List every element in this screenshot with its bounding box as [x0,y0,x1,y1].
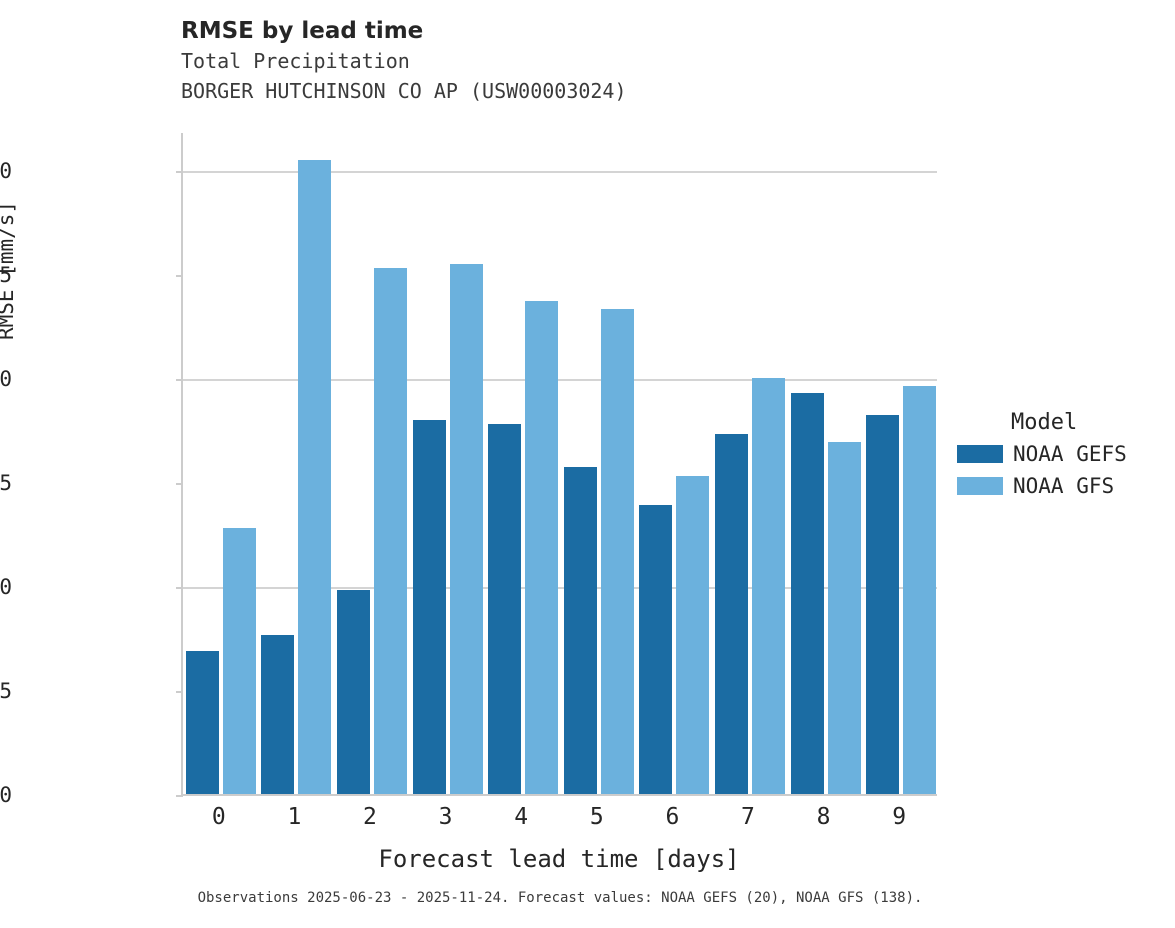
bar-group [561,133,637,794]
bar-group [485,133,561,794]
bar-noaa-gfs-day-3[interactable] [449,263,483,794]
x-axis-tick-label: 4 [514,804,529,830]
bar-noaa-gefs-day-3[interactable] [412,419,446,794]
x-axis-label: Forecast lead time [days] [378,845,740,873]
x-axis-tick-label: 1 [287,804,302,830]
x-axis-tick-label: 9 [892,804,907,830]
bar-noaa-gefs-day-6[interactable] [639,504,673,794]
y-axis-tick [176,379,183,381]
bar-group [863,133,939,794]
bars-layer [183,133,937,794]
y-axis-tick-label: 0.00000 [0,783,12,807]
bar-group [183,133,259,794]
bar-noaa-gefs-day-8[interactable] [790,392,824,794]
title-block: RMSE by lead time Total Precipitation BO… [181,16,981,106]
x-axis-tick-label: 3 [438,804,453,830]
gridline [183,587,937,589]
bar-noaa-gfs-day-8[interactable] [827,442,861,794]
x-axis-tick-label: 7 [741,804,755,830]
bar-group [259,133,335,794]
y-axis-tick-label: 0.00015 [0,471,12,495]
legend-item-label: NOAA GEFS [1013,442,1127,466]
y-axis-tick-label: 0.00020 [0,367,12,391]
footer-note: Observations 2025-06-23 - 2025-11-24. Fo… [197,890,923,906]
bar-group [637,133,713,794]
x-axis-tick-label: 6 [665,804,680,830]
bar-group [410,133,486,794]
x-axis-tick-label: 5 [589,804,604,830]
legend: Model NOAA GEFS NOAA GFS [957,408,1172,502]
bar-group [788,133,864,794]
legend-swatch-icon [957,477,1003,495]
x-axis-tick-label: 0 [211,804,226,830]
y-axis-tick-label: 0.00025 [0,263,12,287]
y-axis-tick-label: 0.00010 [0,575,12,599]
page-title: RMSE by lead time [181,18,424,44]
bar-noaa-gefs-day-2[interactable] [336,589,370,794]
y-axis-tick [176,171,183,173]
legend-swatch-icon [957,445,1003,463]
bar-group [712,133,788,794]
subtitle-station: BORGER HUTCHINSON CO AP (USW00003024) [181,79,627,103]
bar-group [334,133,410,794]
y-axis-tick [176,691,183,693]
bar-noaa-gefs-day-0[interactable] [185,650,219,794]
legend-item-noaa-gefs[interactable]: NOAA GEFS [957,438,1172,470]
x-axis-tick-label: 2 [363,804,377,830]
plot-area [176,133,937,797]
x-axis-tick-label: 8 [816,804,831,830]
legend-entries: NOAA GEFS NOAA GFS [957,438,1172,502]
bar-noaa-gfs-day-9[interactable] [903,386,937,794]
bar-noaa-gefs-day-1[interactable] [261,634,295,794]
y-axis-tick-label: 0.00030 [0,159,12,183]
legend-item-label: NOAA GFS [1013,474,1115,498]
bar-noaa-gfs-day-1[interactable] [298,159,332,794]
bar-noaa-gfs-day-4[interactable] [525,301,559,794]
y-axis-tick [176,795,183,797]
bar-noaa-gfs-day-2[interactable] [373,267,407,794]
bar-noaa-gfs-day-0[interactable] [222,527,256,794]
bar-noaa-gfs-day-7[interactable] [751,378,785,794]
gridline [183,171,937,173]
bar-noaa-gfs-day-6[interactable] [676,475,710,794]
bar-noaa-gefs-day-9[interactable] [866,415,900,794]
y-axis-tick [176,587,183,589]
subtitle-variable: Total Precipitation [181,49,410,73]
gridline [183,379,937,381]
y-axis-tick-label: 0.00005 [0,679,12,703]
legend-item-noaa-gfs[interactable]: NOAA GFS [957,470,1172,502]
legend-title: Model [1011,410,1078,435]
bar-noaa-gefs-day-4[interactable] [488,423,522,794]
bar-noaa-gefs-day-7[interactable] [714,434,748,794]
y-axis-tick [176,483,183,485]
bar-noaa-gfs-day-5[interactable] [600,309,634,794]
bar-noaa-gefs-day-5[interactable] [563,467,597,794]
y-axis-tick [176,275,183,277]
